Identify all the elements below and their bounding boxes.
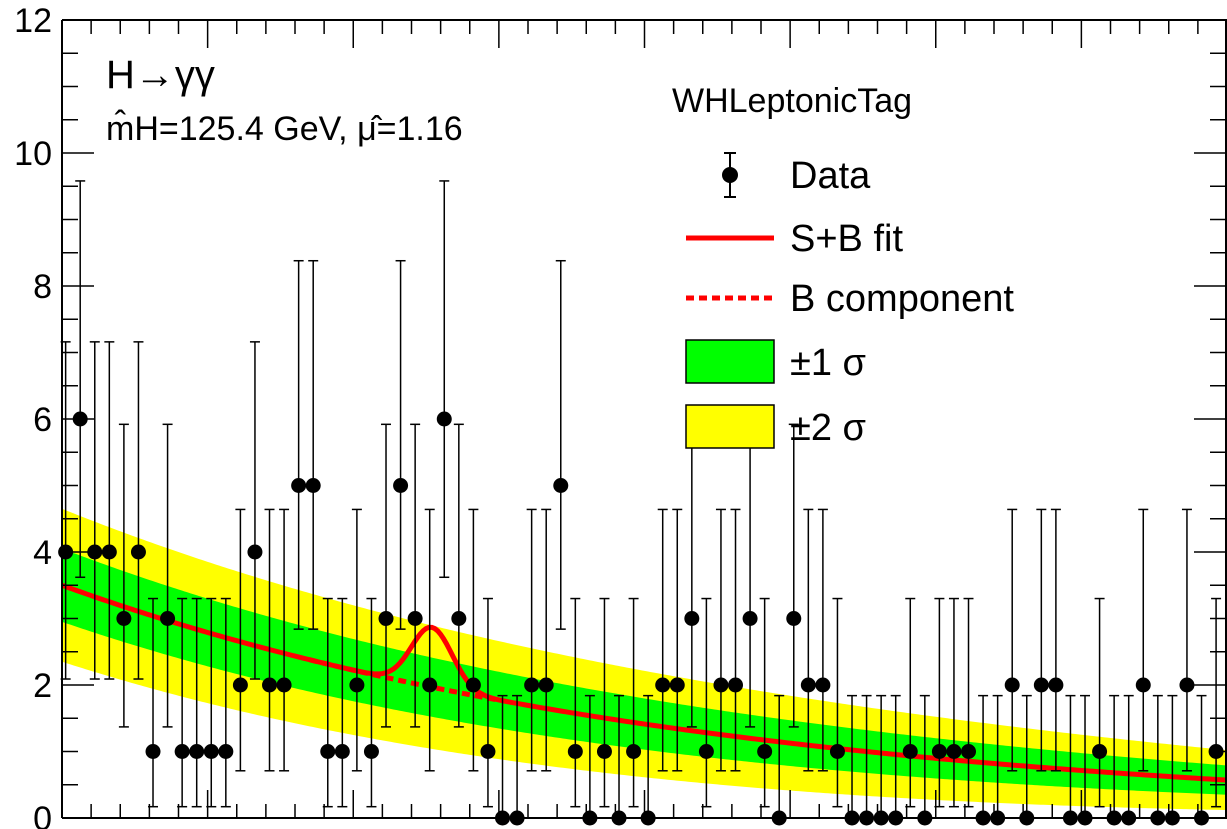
- data-point: [436, 411, 452, 427]
- data-point: [1135, 677, 1151, 693]
- data-point: [713, 677, 729, 693]
- fit-label: m̂H=125.4 GeV, μ̂=1.16: [106, 109, 463, 148]
- y-tick-label: 6: [33, 401, 52, 439]
- legend-item-sb-fit: S+B fit: [686, 218, 903, 260]
- data-point: [902, 744, 918, 759]
- data-point: [728, 677, 744, 693]
- data-point: [422, 677, 438, 693]
- data-point: [305, 478, 321, 493]
- data-point: [1048, 677, 1064, 693]
- data-point: [101, 544, 117, 560]
- legend: Data S+B fit B component ±1 σ ±2 σ: [685, 152, 1014, 449]
- data-point: [786, 611, 802, 626]
- data-point: [829, 744, 845, 759]
- data-points-layer: [58, 180, 1224, 826]
- data-point: [538, 677, 554, 693]
- data-point: [1004, 677, 1020, 693]
- data-point: [218, 744, 234, 759]
- data-point: [407, 611, 423, 626]
- data-point: [145, 744, 161, 759]
- sb-fit-layer: [61, 582, 1227, 783]
- data-point: [393, 478, 409, 493]
- legend-item-2sigma: ±2 σ: [685, 404, 866, 449]
- data-point: [698, 744, 714, 759]
- data-point: [524, 677, 540, 693]
- legend-item-1sigma: ±1 σ: [685, 339, 866, 384]
- data-point: [203, 744, 219, 759]
- legend-data-marker: [722, 167, 738, 183]
- data-point: [815, 677, 831, 693]
- data-point: [1179, 677, 1195, 693]
- data-point: [363, 744, 379, 759]
- data-point: [276, 677, 292, 693]
- data-point: [378, 611, 394, 626]
- legend-item-data: Data: [722, 152, 871, 198]
- data-point: [669, 677, 685, 693]
- y-tick-label: 4: [33, 534, 52, 572]
- data-point: [262, 677, 278, 693]
- data-point: [1092, 744, 1108, 759]
- data-point: [160, 611, 176, 626]
- y-tick-label: 0: [33, 800, 52, 829]
- data-point: [291, 478, 307, 493]
- legend-label-1sigma: ±1 σ: [790, 342, 866, 384]
- data-point: [116, 611, 132, 626]
- y-tick-label: 2: [33, 667, 52, 705]
- data-point: [189, 744, 205, 759]
- data-point: [655, 677, 671, 693]
- sb-fit-curve: [61, 582, 1227, 783]
- data-point: [553, 478, 569, 493]
- y-tick-label: 10: [14, 135, 52, 173]
- category-label: WHLeptonicTag: [672, 82, 912, 120]
- data-point: [742, 611, 758, 626]
- data-point: [451, 611, 467, 626]
- axes-layer: 0 2 4 6 8 10 12: [14, 2, 1227, 829]
- data-point: [626, 744, 642, 759]
- data-point: [1033, 677, 1049, 693]
- data-point: [931, 744, 947, 759]
- data-point: [232, 677, 248, 693]
- data-point: [480, 744, 496, 759]
- legend-1sigma-swatch: [685, 339, 775, 384]
- legend-2sigma-swatch: [685, 404, 775, 449]
- legend-item-b-component: B component: [686, 278, 1014, 320]
- y-tick-label: 8: [33, 268, 52, 306]
- process-label: H→γγ: [106, 53, 215, 97]
- data-point: [757, 744, 773, 759]
- data-point: [174, 744, 190, 759]
- data-point: [130, 544, 146, 560]
- band-2sigma: [62, 508, 1227, 811]
- legend-label-sb-fit: S+B fit: [790, 218, 903, 260]
- data-point: [465, 677, 481, 693]
- legend-label-b-component: B component: [790, 278, 1014, 320]
- legend-label-2sigma: ±2 σ: [790, 407, 866, 449]
- data-point: [567, 744, 583, 759]
- plot-labels: H→γγ m̂H=125.4 GeV, μ̂=1.16 WHLeptonicTa…: [106, 53, 912, 148]
- data-point: [87, 544, 103, 560]
- legend-label-data: Data: [790, 155, 871, 197]
- data-point: [349, 677, 365, 693]
- data-point: [684, 611, 700, 626]
- data-point: [320, 744, 336, 759]
- band-2sigma-layer: [62, 508, 1227, 811]
- data-point: [800, 677, 816, 693]
- data-point: [247, 544, 263, 560]
- data-point: [596, 744, 612, 759]
- data-point: [946, 744, 962, 759]
- data-point: [334, 744, 350, 759]
- y-tick-label: 12: [14, 2, 52, 40]
- data-point: [961, 744, 977, 759]
